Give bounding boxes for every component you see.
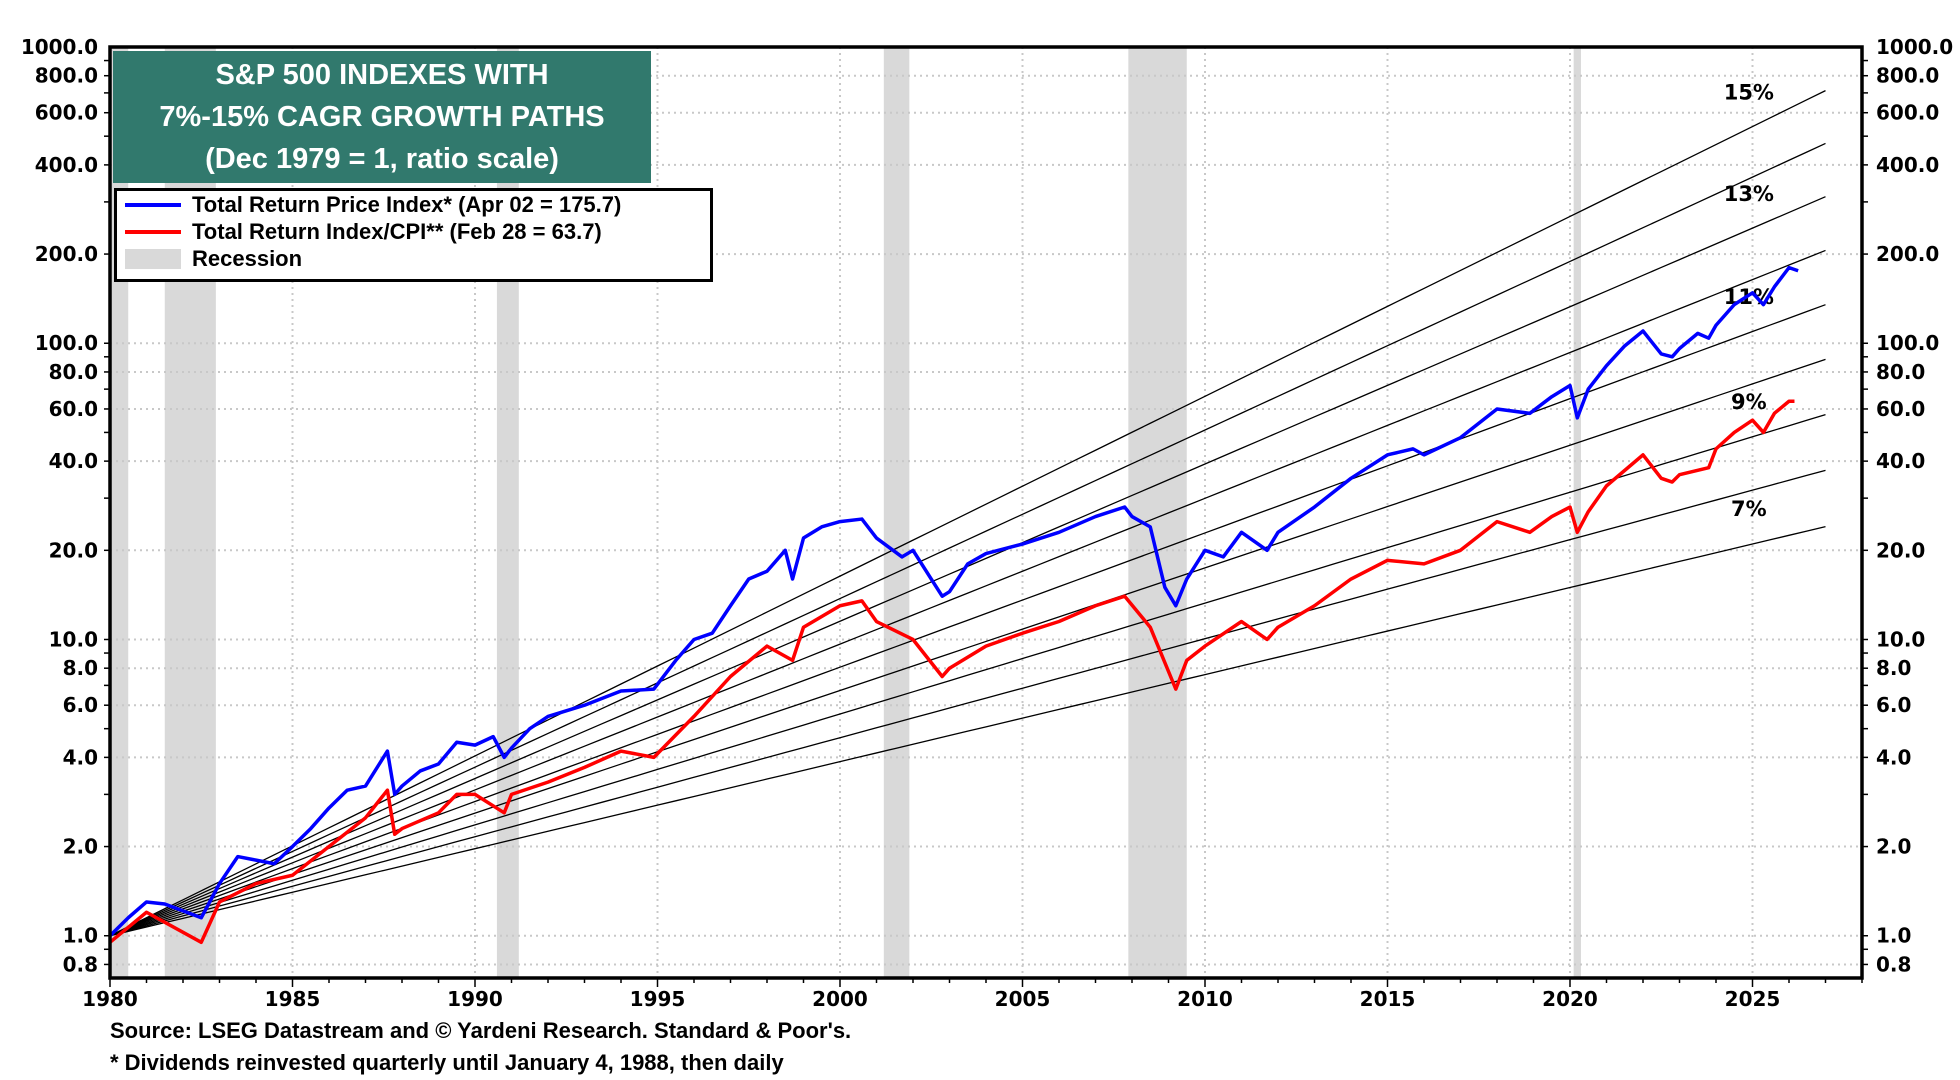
growth-path-label: 7% xyxy=(1731,497,1767,521)
legend-item-recession: Recession xyxy=(117,245,710,272)
y-tick-label-right: 20.0 xyxy=(1876,538,1925,562)
growth-path-11pct xyxy=(109,304,1826,937)
y-tick-label-right: 600.0 xyxy=(1876,101,1939,125)
y-tick-label-left: 60.0 xyxy=(49,397,98,421)
x-tick-label: 2010 xyxy=(1177,987,1233,1011)
y-tick-label-left: 2.0 xyxy=(63,835,98,859)
y-tick-label-left: 800.0 xyxy=(35,64,98,88)
recession-band xyxy=(1128,47,1187,978)
series-blue xyxy=(108,265,1799,937)
growth-path-10pct xyxy=(109,358,1826,937)
growth-path-14pct xyxy=(109,142,1826,937)
x-tick-label: 2005 xyxy=(995,987,1051,1011)
growth-path-label: 15% xyxy=(1724,81,1774,105)
recession-band xyxy=(164,47,216,978)
y-tick-label-right: 6.0 xyxy=(1876,693,1911,717)
legend-item-red: Total Return Index/CPI** (Feb 28 = 63.7) xyxy=(117,218,710,245)
legend-label: Total Return Price Index* (Apr 02 = 175.… xyxy=(192,191,622,217)
y-tick-label-left: 4.0 xyxy=(63,745,98,769)
growth-path-8pct xyxy=(109,469,1826,937)
growth-path-7pct xyxy=(109,525,1826,937)
y-tick-label-left: 0.8 xyxy=(63,952,98,976)
y-tick-label-right: 0.8 xyxy=(1876,952,1911,976)
recession-band xyxy=(110,47,129,978)
y-tick-label-left: 20.0 xyxy=(49,538,98,562)
series-line xyxy=(108,265,1799,937)
x-tick-label: 2020 xyxy=(1542,987,1598,1011)
growth-path-9pct xyxy=(109,414,1826,937)
y-tick-label-left: 400.0 xyxy=(35,153,98,177)
x-tick-label: 2025 xyxy=(1725,987,1781,1011)
legend-label: Total Return Index/CPI** (Feb 28 = 63.7) xyxy=(192,218,602,244)
legend-swatch-recession xyxy=(125,248,181,269)
y-tick-label-left: 80.0 xyxy=(49,360,98,384)
x-tick-label: 2015 xyxy=(1360,987,1416,1011)
y-tick-label-left: 10.0 xyxy=(49,627,98,651)
y-tick-label-right: 400.0 xyxy=(1876,153,1939,177)
y-tick-label-right: 1.0 xyxy=(1876,924,1911,948)
title-line-3: (Dec 1979 = 1, ratio scale) xyxy=(205,143,559,175)
footnote: * Dividends reinvested quarterly until J… xyxy=(110,1050,784,1075)
legend-item-blue: Total Return Price Index* (Apr 02 = 175.… xyxy=(117,191,710,218)
title-line-2: 7%-15% CAGR GROWTH PATHS xyxy=(159,101,605,133)
series-red xyxy=(108,399,1795,945)
y-tick-label-right: 200.0 xyxy=(1876,242,1939,266)
y-tick-label-right: 800.0 xyxy=(1876,64,1939,88)
y-tick-label-left: 40.0 xyxy=(49,449,98,473)
plot-frame xyxy=(108,45,1864,980)
y-tick-label-right: 10.0 xyxy=(1876,627,1925,651)
legend-swatch-blue xyxy=(125,202,181,207)
x-tick-label: 1985 xyxy=(265,987,321,1011)
growth-path-12pct xyxy=(109,249,1826,937)
x-tick-label: 1990 xyxy=(447,987,503,1011)
y-tick-label-left: 200.0 xyxy=(35,242,98,266)
legend-swatch-red xyxy=(125,229,181,234)
y-tick-label-right: 80.0 xyxy=(1876,360,1925,384)
y-tick-label-left: 600.0 xyxy=(35,101,98,125)
y-tick-label-left: 8.0 xyxy=(63,656,98,680)
y-tick-label-left: 100.0 xyxy=(35,331,98,355)
y-tick-label-left: 1.0 xyxy=(63,924,98,948)
y-tick-label-right: 100.0 xyxy=(1876,331,1939,355)
growth-path-label: 13% xyxy=(1724,182,1774,206)
y-tick-label-right: 2.0 xyxy=(1876,835,1911,859)
y-tick-label-left: 1000.0 xyxy=(21,35,98,59)
recession-band xyxy=(1573,47,1581,978)
chart-title: S&P 500 INDEXES WITH 7%-15% CAGR GROWTH … xyxy=(113,51,651,183)
x-tick-label: 1980 xyxy=(82,987,138,1011)
title-line-1: S&P 500 INDEXES WITH xyxy=(215,59,549,91)
y-tick-label-left: 6.0 xyxy=(63,693,98,717)
y-tick-label-right: 4.0 xyxy=(1876,745,1911,769)
x-tick-label: 2000 xyxy=(812,987,868,1011)
source-note: Source: LSEG Datastream and © Yardeni Re… xyxy=(110,1018,852,1043)
legend-label: Recession xyxy=(192,245,303,271)
recession-band xyxy=(496,47,519,978)
y-tick-label-right: 60.0 xyxy=(1876,397,1925,421)
x-tick-label: 1995 xyxy=(630,987,686,1011)
y-tick-label-right: 8.0 xyxy=(1876,656,1911,680)
y-tick-label-right: 40.0 xyxy=(1876,449,1925,473)
growth-path-label: 9% xyxy=(1731,390,1767,414)
recession-band xyxy=(883,47,910,978)
series-line xyxy=(108,399,1795,945)
y-tick-label-right: 1000.0 xyxy=(1876,35,1953,59)
legend: Total Return Price Index* (Apr 02 = 175.… xyxy=(114,188,713,282)
